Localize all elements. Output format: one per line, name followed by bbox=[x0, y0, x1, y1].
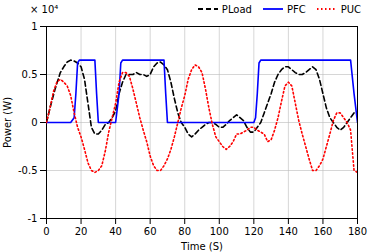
svg-text:60: 60 bbox=[144, 226, 157, 237]
svg-text:Power (W): Power (W) bbox=[2, 97, 13, 148]
svg-text:80: 80 bbox=[178, 226, 191, 237]
svg-text:1: 1 bbox=[31, 21, 37, 32]
svg-text:100: 100 bbox=[210, 226, 229, 237]
html-text:× 10⁴: × 10⁴ bbox=[30, 3, 59, 15]
svg-text:120: 120 bbox=[244, 226, 263, 237]
svg-text:0.5: 0.5 bbox=[22, 69, 38, 80]
svg-text:-1: -1 bbox=[28, 213, 38, 224]
html-text:PFC: PFC bbox=[286, 3, 306, 15]
svg-text:-0.5: -0.5 bbox=[18, 165, 38, 176]
svg-text:20: 20 bbox=[75, 226, 88, 237]
svg-text:0: 0 bbox=[31, 117, 37, 128]
svg-text:0: 0 bbox=[43, 226, 49, 237]
html-text:PLoad: PLoad bbox=[221, 3, 252, 15]
svg-text:180: 180 bbox=[348, 226, 367, 237]
svg-text:Time (S): Time (S) bbox=[180, 241, 223, 252]
svg-text:40: 40 bbox=[109, 226, 122, 237]
svg-text:140: 140 bbox=[279, 226, 298, 237]
html-text:PUC: PUC bbox=[340, 3, 361, 15]
svg-text:160: 160 bbox=[313, 226, 332, 237]
